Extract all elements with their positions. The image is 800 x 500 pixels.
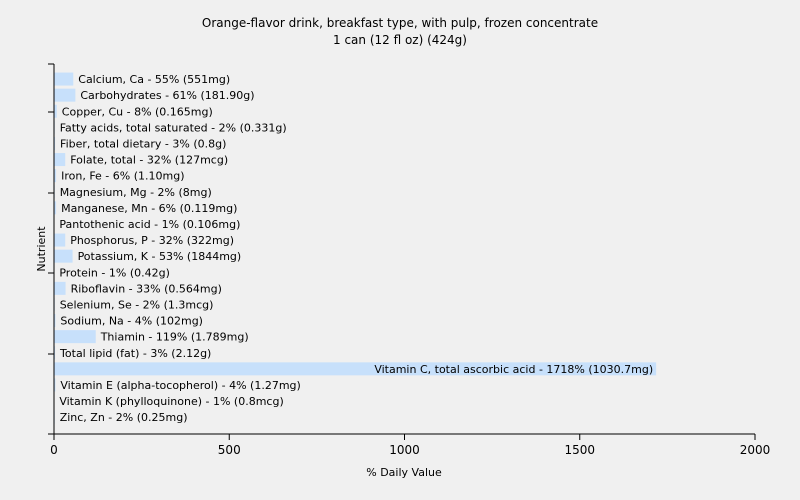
x-axis-title: % Daily Value [366,466,442,479]
bar-label: Magnesium, Mg - 2% (8mg) [60,186,212,199]
bar [54,153,66,167]
bar-label: Zinc, Zn - 2% (0.25mg) [60,411,188,424]
x-tick-label: 500 [218,443,241,457]
bar [54,249,73,263]
x-tick-label: 0 [50,443,58,457]
bar-label: Thiamin - 119% (1.789mg) [100,331,249,344]
y-axis-title: Nutrient [35,226,48,272]
x-tick-label: 2000 [740,443,771,457]
bar [54,330,96,344]
bar [54,201,57,215]
chart-title: Orange-flavor drink, breakfast type, wit… [202,16,598,30]
bar-label: Riboflavin - 33% (0.564mg) [71,282,222,295]
bar-label: Folate, total - 32% (127mcg) [70,154,228,167]
bar [54,136,56,150]
chart-subtitle: 1 can (12 fl oz) (424g) [333,33,467,47]
x-tick-label: 1000 [389,443,420,457]
bar-label: Potassium, K - 53% (1844mg) [78,250,242,263]
bar-label: Vitamin E (alpha-tocopherol) - 4% (1.27m… [60,379,300,392]
bar-label: Manganese, Mn - 6% (0.119mg) [61,202,237,215]
y-ticks-group [48,63,54,435]
bar-label: Phosphorus, P - 32% (322mg) [70,234,234,247]
bar [54,378,56,392]
bar [54,362,657,376]
bar-label: Sodium, Na - 4% (102mg) [60,315,203,328]
bar-label: Selenium, Se - 2% (1.3mcg) [60,298,214,311]
bar-label: Protein - 1% (0.42g) [59,266,170,279]
bar [54,281,66,295]
bar-label: Iron, Fe - 6% (1.10mg) [61,170,184,183]
bar [54,233,66,247]
bar [54,104,57,118]
bar-label: Fiber, total dietary - 3% (0.8g) [60,137,226,150]
bar [54,169,57,183]
bar-label: Calcium, Ca - 55% (551mg) [78,73,230,86]
bar-label: Vitamin C, total ascorbic acid - 1718% (… [374,363,653,376]
x-ticks-group: 0 500 1000 1500 2000 [50,434,770,457]
bar [54,88,76,102]
bar [54,314,56,328]
bar-label: Total lipid (fat) - 3% (2.12g) [59,347,211,360]
bar-label: Carbohydrates - 61% (181.90g) [80,89,254,102]
bar-label: Copper, Cu - 8% (0.165mg) [62,105,213,118]
bar [54,72,74,86]
bar-label: Fatty acids, total saturated - 2% (0.331… [60,121,287,134]
bar-label: Vitamin K (phylloquinone) - 1% (0.8mcg) [59,395,283,408]
bar [54,346,56,360]
x-tick-label: 1500 [564,443,595,457]
bar-labels-group: Calcium, Ca - 55% (551mg) Carbohydrates -… [59,73,653,424]
bar-label: Pantothenic acid - 1% (0.106mg) [59,218,240,231]
